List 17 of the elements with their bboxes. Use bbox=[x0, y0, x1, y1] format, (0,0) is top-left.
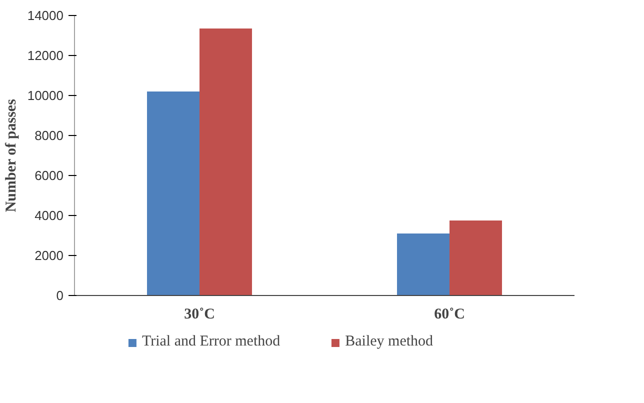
y-tick-label: 8000 bbox=[34, 128, 64, 143]
bar bbox=[200, 28, 252, 296]
y-axis-title: Number of passes bbox=[3, 98, 20, 212]
bar bbox=[450, 220, 502, 296]
y-tick-label: 4000 bbox=[34, 208, 64, 223]
y-tick-label: 12000 bbox=[27, 48, 64, 63]
y-tick-label: 6000 bbox=[34, 168, 64, 183]
y-tick-label: 0 bbox=[56, 288, 64, 303]
y-tick-label: 10000 bbox=[27, 88, 64, 103]
legend-label: Bailey method bbox=[345, 334, 434, 350]
y-tick-label: 14000 bbox=[27, 8, 64, 23]
y-tick-label: 2000 bbox=[34, 248, 64, 263]
x-tick-label: 30˚C bbox=[184, 306, 215, 322]
x-tick-label: 60˚C bbox=[434, 306, 465, 322]
legend-label: Trial and Error method bbox=[142, 334, 280, 350]
bar bbox=[147, 92, 200, 296]
bar bbox=[397, 234, 450, 296]
